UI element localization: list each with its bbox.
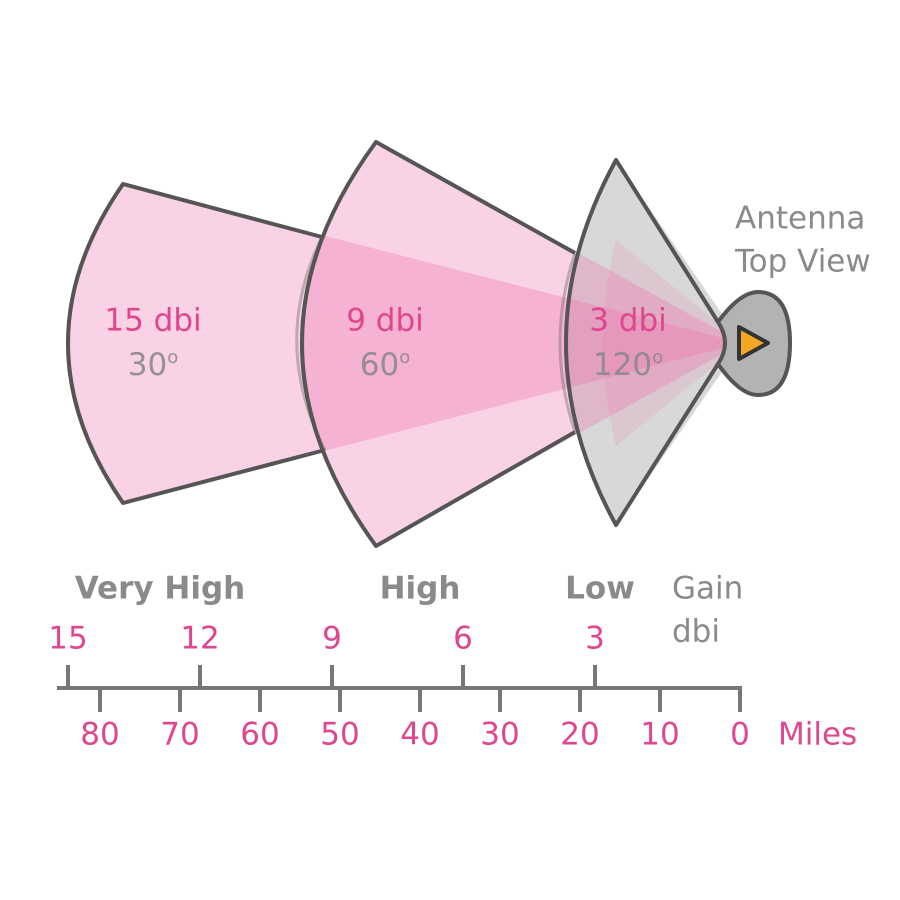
sector-fill [603,240,742,446]
mile-tick-label: 40 [400,717,439,753]
angle-value: 30 [128,347,167,383]
sector-fill [302,142,742,546]
sector-outline [66,182,326,505]
mile-tick-label: 20 [560,717,599,753]
gain-level: High [380,571,461,607]
mile-tick-label: 50 [320,717,359,753]
gain-level: Low [565,571,635,607]
angle-unit: o [399,347,410,368]
sector-gain: 9 dbi [346,303,424,339]
sector-gain: 15 dbi [104,303,201,339]
dbi-tick-label: 9 [322,621,342,657]
angle-unit: o [652,347,663,368]
angle-unit: o [167,347,178,368]
mile-tick-label: 10 [640,717,679,753]
mile-tick-label: 0 [730,717,750,753]
mile-tick-label: 80 [80,717,119,753]
sector-fill [566,160,742,525]
sector-outline [564,158,720,527]
miles-label: Miles [778,717,857,753]
gain-axis-label: dbi [672,614,720,650]
angle-value: 60 [360,347,399,383]
sector-fill [68,184,742,503]
dbi-tick-label: 3 [585,621,605,657]
sector-angle: 120o [593,347,663,383]
sector-inner-arc [295,236,327,451]
gain-axis-label: Gain [672,571,743,607]
antenna-title: Antenna [735,201,865,237]
dbi-tick-label: 6 [453,621,473,657]
sector-angle: 60o [360,347,410,383]
mile-tick-label: 30 [480,717,519,753]
angle-value: 120 [593,347,652,383]
antenna-arrow [737,325,770,361]
antenna-title: Top View [734,244,871,280]
gain-level: Very High [75,571,245,607]
dbi-tick-label: 12 [180,621,219,657]
mile-tick-label: 60 [240,717,279,753]
sector-inner-arc [558,252,577,433]
dbi-tick-label: 15 [48,621,87,657]
sector-angle: 30o [128,347,178,383]
sector-outline [300,140,576,548]
sector-gain: 3 dbi [589,303,667,339]
mile-tick-label: 70 [160,717,199,753]
